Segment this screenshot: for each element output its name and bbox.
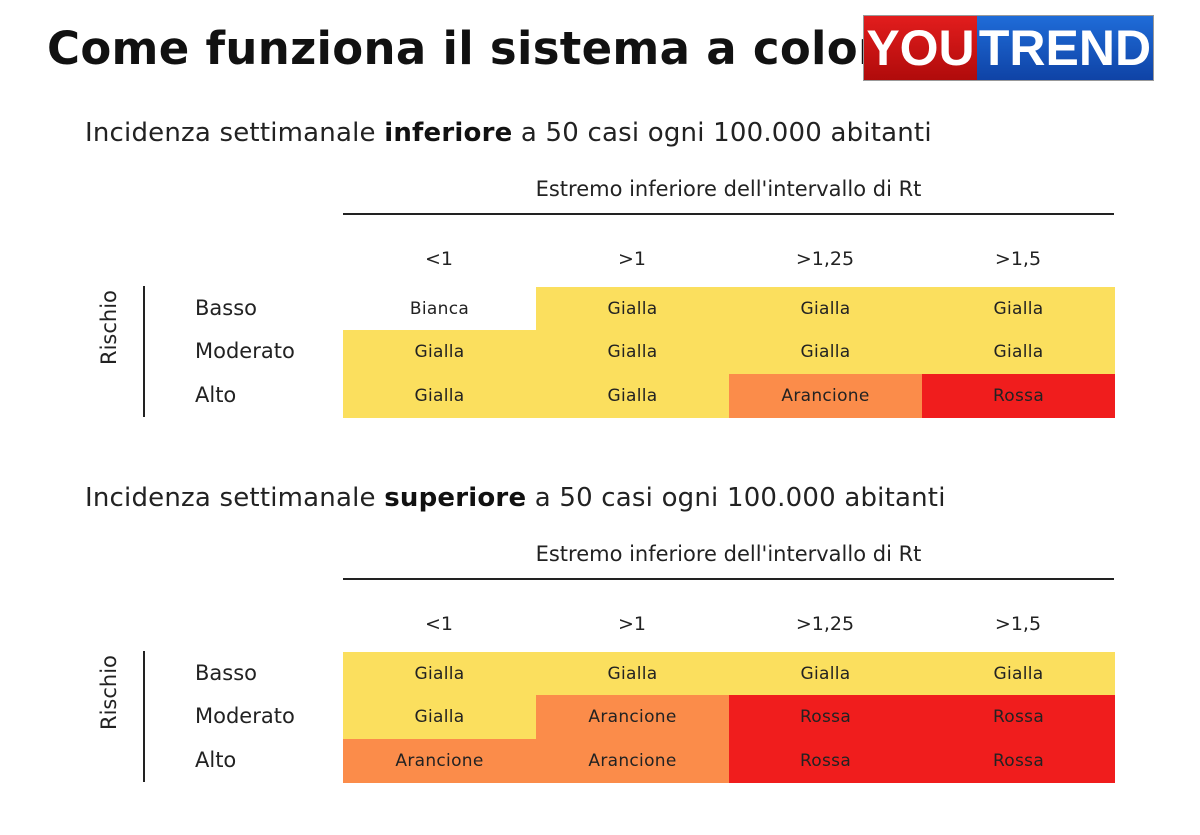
row-label: Alto — [195, 748, 237, 772]
table-section-inferiore: Incidenza settimanale inferiore a 50 cas… — [0, 110, 1200, 470]
grid-cell: Gialla — [729, 652, 922, 696]
grid-cell: Arancione — [536, 695, 729, 739]
row-label: Alto — [195, 383, 237, 407]
row-label: Moderato — [195, 339, 295, 363]
row-axis-divider — [143, 651, 145, 782]
table-section-superiore: Incidenza settimanale superiore a 50 cas… — [0, 475, 1200, 835]
row-label: Moderato — [195, 704, 295, 728]
row-axis-divider — [143, 286, 145, 417]
grid-cell: Rossa — [729, 695, 922, 739]
grid-cell: Arancione — [343, 739, 536, 783]
grid-cell: Gialla — [729, 287, 922, 331]
row-axis-label: Rischio — [97, 290, 121, 365]
heading-post: a 50 casi ogni 100.000 abitanti — [512, 118, 932, 148]
grid-cell: Gialla — [536, 330, 729, 374]
grid-cell: Rossa — [922, 695, 1115, 739]
column-header: >1 — [617, 248, 646, 270]
row-label: Basso — [195, 296, 258, 320]
axis-title: Estremo inferiore dell'intervallo di Rt — [535, 177, 922, 201]
grid-cell: Gialla — [343, 695, 536, 739]
grid-cell: Gialla — [922, 652, 1115, 696]
axis-divider — [343, 213, 1114, 215]
grid-cell: Gialla — [536, 652, 729, 696]
section-heading: Incidenza settimanale inferiore a 50 cas… — [85, 118, 932, 148]
heading-post: a 50 casi ogni 100.000 abitanti — [526, 483, 946, 513]
row-label: Basso — [195, 661, 258, 685]
grid-cell: Bianca — [343, 287, 536, 331]
column-header: >1,5 — [994, 248, 1042, 270]
axis-divider — [343, 578, 1114, 580]
grid-cell: Gialla — [343, 374, 536, 418]
grid-cell: Arancione — [536, 739, 729, 783]
grid-cell: Rossa — [729, 739, 922, 783]
heading-bold: superiore — [384, 483, 527, 513]
grid-cell: Gialla — [343, 652, 536, 696]
heading-pre: Incidenza settimanale — [85, 118, 385, 148]
column-header: >1,25 — [795, 613, 855, 635]
heading-bold: inferiore — [384, 118, 513, 148]
grid-cell: Gialla — [922, 330, 1115, 374]
logo-you: YOU — [864, 16, 977, 80]
grid-cell: Rossa — [922, 739, 1115, 783]
heading-pre: Incidenza settimanale — [85, 483, 385, 513]
column-header: >1 — [617, 613, 646, 635]
page-title: Come funziona il sistema a colori — [47, 22, 897, 75]
grid-cell: Gialla — [536, 374, 729, 418]
grid-cell: Gialla — [536, 287, 729, 331]
grid-cell: Arancione — [729, 374, 922, 418]
axis-title: Estremo inferiore dell'intervallo di Rt — [535, 542, 922, 566]
grid-cell: Gialla — [922, 287, 1115, 331]
column-header: >1,25 — [795, 248, 855, 270]
grid-cell: Gialla — [343, 330, 536, 374]
grid-cell: Gialla — [729, 330, 922, 374]
column-header: >1,5 — [994, 613, 1042, 635]
youtrend-logo: YOU TREND — [864, 16, 1153, 80]
column-header: <1 — [424, 248, 453, 270]
section-heading: Incidenza settimanale superiore a 50 cas… — [85, 483, 946, 513]
column-header: <1 — [424, 613, 453, 635]
grid-cell: Rossa — [922, 374, 1115, 418]
row-axis-label: Rischio — [97, 655, 121, 730]
logo-trend: TREND — [977, 16, 1153, 80]
